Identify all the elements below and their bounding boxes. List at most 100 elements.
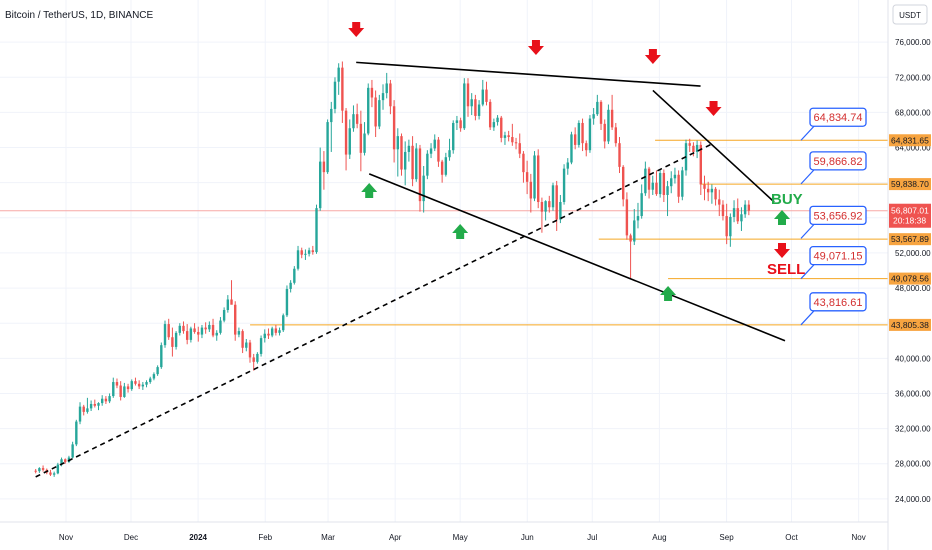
candle-body xyxy=(729,216,732,237)
candle-body xyxy=(370,87,374,98)
candle-body xyxy=(625,199,629,236)
candle-body xyxy=(248,342,252,358)
candle-body xyxy=(259,338,263,354)
candle-body xyxy=(633,220,636,242)
candle-body xyxy=(307,250,311,254)
candle-body xyxy=(703,184,706,189)
candle-body xyxy=(655,182,658,195)
candle-body xyxy=(100,398,104,404)
candle-body xyxy=(551,185,555,208)
level-tag-label: 59,838.70 xyxy=(891,179,929,189)
candle-body xyxy=(263,333,266,339)
x-tick-label: Dec xyxy=(124,533,138,542)
countdown-label: 20:18:38 xyxy=(893,216,926,226)
x-tick-label: Sep xyxy=(719,533,734,542)
candle-body xyxy=(141,384,145,387)
candle-body xyxy=(736,208,739,222)
candle-body xyxy=(566,162,569,169)
candle-body xyxy=(666,186,669,195)
candle-body xyxy=(34,470,37,472)
trendlines xyxy=(35,61,786,478)
level-tag xyxy=(889,178,931,191)
candle-body xyxy=(252,357,255,362)
y-tick-label: 40,000.00 xyxy=(895,354,931,363)
y-tick-label: 76,000.00 xyxy=(895,38,931,47)
grid-lines xyxy=(0,0,888,522)
candle-body xyxy=(385,83,388,94)
candle-body xyxy=(126,386,130,390)
candle-body xyxy=(60,459,63,465)
candle-body xyxy=(647,168,651,190)
candle-body xyxy=(581,122,584,144)
currency-button[interactable]: USDT xyxy=(892,4,928,25)
callout-box xyxy=(809,151,867,171)
candle-body xyxy=(381,93,385,101)
down-arrow-icon xyxy=(644,49,661,64)
currency-label[interactable]: USDT xyxy=(899,11,921,20)
candle-body xyxy=(677,174,680,197)
currency-button-frame[interactable] xyxy=(892,4,928,25)
candle-body xyxy=(407,145,411,152)
candle-body xyxy=(718,199,721,205)
candle-body xyxy=(507,135,510,138)
candle-body xyxy=(222,310,226,321)
candle-body xyxy=(211,324,215,336)
candle-body xyxy=(492,122,496,128)
candle-body xyxy=(485,89,488,102)
candle-body xyxy=(522,153,525,173)
candle-body xyxy=(174,332,178,347)
candle-body xyxy=(618,143,621,167)
level-tag-label: 43,805.38 xyxy=(891,320,929,330)
time-axis[interactable]: Nov Dec 2024 Feb Mar Apr May Jun Jul Aug Sep Oct Nov xyxy=(59,533,866,542)
candle-body xyxy=(197,331,200,335)
callout-box xyxy=(809,107,867,127)
candle-body xyxy=(610,109,614,128)
candle-body xyxy=(152,374,156,379)
candle-body xyxy=(488,101,492,128)
candle-body xyxy=(167,324,170,338)
up-arrow-icon xyxy=(660,286,677,301)
candle-body xyxy=(134,381,137,384)
candle-body xyxy=(525,172,529,182)
candle-body xyxy=(743,204,747,215)
candle-body xyxy=(326,122,329,173)
candle-body xyxy=(710,188,714,193)
candle-body xyxy=(500,117,503,138)
candle-body xyxy=(603,123,606,142)
candle-body xyxy=(518,143,521,154)
candle-body xyxy=(644,168,647,194)
candle-body xyxy=(82,406,85,412)
candle-body xyxy=(108,396,111,402)
y-tick-label: 64,000.00 xyxy=(895,144,931,153)
candle-body xyxy=(651,182,654,190)
candle-body xyxy=(330,108,333,123)
candle-body xyxy=(337,67,340,82)
candle-body xyxy=(396,136,399,150)
x-tick-label: Apr xyxy=(389,533,402,542)
candle-body xyxy=(237,331,241,335)
candle-body xyxy=(585,143,588,151)
candle-body xyxy=(548,201,551,208)
candle-body xyxy=(156,367,159,375)
candles xyxy=(34,61,751,477)
candle-body xyxy=(200,327,204,335)
x-tick-label: Jul xyxy=(587,533,597,542)
trendline-solid xyxy=(368,173,786,342)
candle-body xyxy=(529,181,533,199)
x-tick-label: Feb xyxy=(258,533,272,542)
candle-body xyxy=(89,403,93,409)
candle-body xyxy=(466,83,470,107)
candle-body xyxy=(695,144,699,152)
candle-body xyxy=(93,403,97,406)
candle-body xyxy=(577,122,581,145)
candle-body xyxy=(636,216,640,221)
y-tick-label: 28,000.00 xyxy=(895,460,931,469)
candle-body xyxy=(540,202,544,212)
callout-pointer xyxy=(800,169,815,185)
candle-body xyxy=(448,150,451,158)
candle-body xyxy=(725,216,728,237)
level-tag xyxy=(889,233,931,246)
horizontal-levels xyxy=(250,139,888,326)
x-tick-label: Nov xyxy=(852,533,866,542)
